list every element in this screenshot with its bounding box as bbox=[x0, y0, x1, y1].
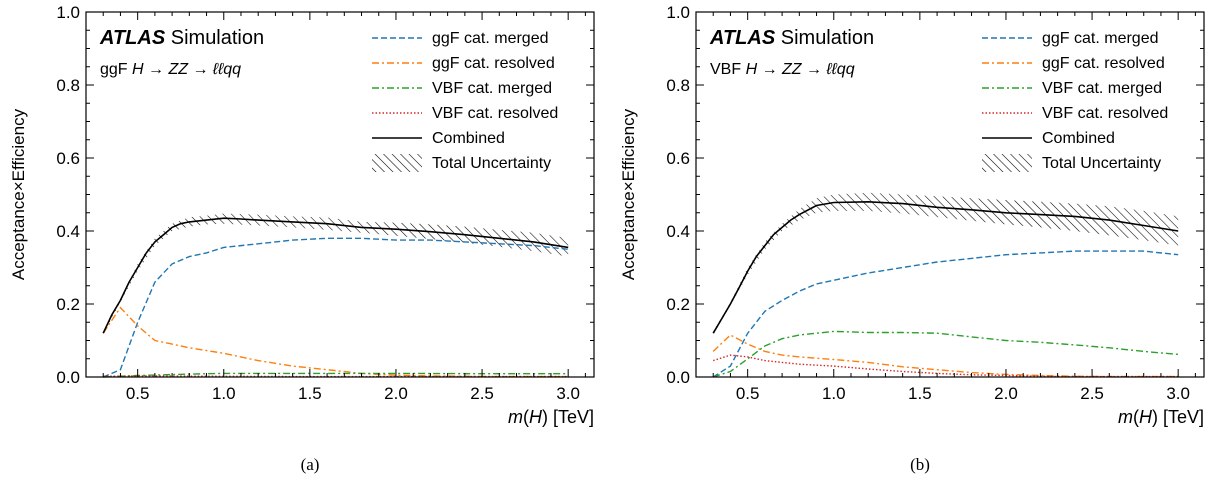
y-tick-label: 0.8 bbox=[56, 76, 80, 95]
x-axis-label-unit: ) [TeV] bbox=[542, 407, 594, 427]
x-axis-label-arg: H bbox=[1139, 407, 1153, 427]
x-tick-label: 2.5 bbox=[470, 384, 494, 403]
x-tick-label: 0.5 bbox=[126, 384, 150, 403]
x-axis-label-symbol: m bbox=[508, 407, 523, 427]
process-label: VBF H → ZZ → ℓℓqq bbox=[710, 61, 855, 78]
chart-a: 0.5 1.0 1.5 2.0 2.5 3.0 0.0 0.2 0.4 0.6 0.8 1.0 Acce… bbox=[9, 3, 595, 474]
atlas-label: ATLAS Simulation bbox=[99, 27, 264, 49]
atlas-experiment: ATLAS bbox=[99, 27, 166, 49]
legend-swatch-uncertainty bbox=[372, 154, 422, 172]
x-tick-label: 3.0 bbox=[1166, 384, 1190, 403]
y-tick-label: 1.0 bbox=[56, 3, 80, 22]
x-tick-label: 2.0 bbox=[994, 384, 1018, 403]
y-axis-label: Acceptance×Efficiency bbox=[619, 108, 638, 280]
y-tick-label: 0.2 bbox=[56, 295, 80, 314]
y-tick-label: 0.6 bbox=[56, 149, 80, 168]
process-label: ggF H → ZZ → ℓℓqq bbox=[100, 61, 241, 78]
chart-panel-a: 0.5 1.0 1.5 2.0 2.5 3.0 0.0 0.2 0.4 0.6 0.8 1.0 Acce… bbox=[0, 0, 608, 489]
panel-caption: (b) bbox=[910, 455, 930, 474]
uncertainty-band bbox=[103, 213, 569, 335]
legend-label: ggF cat. merged bbox=[432, 30, 549, 47]
legend-label: ggF cat. resolved bbox=[1042, 55, 1165, 72]
legend-label: ggF cat. merged bbox=[1042, 30, 1159, 47]
series-line-4 bbox=[102, 217, 569, 334]
x-axis-label-unit: ) [TeV] bbox=[1152, 407, 1204, 427]
legend-label: VBF cat. resolved bbox=[1042, 105, 1168, 122]
chart-b: 0.5 1.0 1.5 2.0 2.5 3.0 0.0 0.2 0.4 0.6 0.8 1.0 Acce… bbox=[619, 3, 1205, 474]
legend-label: VBF cat. merged bbox=[1042, 80, 1162, 97]
atlas-tag: Simulation bbox=[775, 27, 874, 49]
y-tick-label: 0.0 bbox=[56, 368, 80, 387]
series-line-0 bbox=[712, 250, 1179, 378]
x-tick-label: 1.0 bbox=[822, 384, 846, 403]
x-axis-label-arg: H bbox=[529, 407, 543, 427]
legend-label: Total Uncertainty bbox=[432, 155, 551, 172]
legend-swatch-uncertainty bbox=[982, 154, 1032, 172]
x-tick-label: 0.5 bbox=[736, 384, 760, 403]
y-tick-label: 0.6 bbox=[666, 149, 690, 168]
legend-label: VBF cat. merged bbox=[432, 80, 552, 97]
x-tick-label: 1.5 bbox=[908, 384, 932, 403]
x-tick-label: 3.0 bbox=[556, 384, 580, 403]
panel-caption: (a) bbox=[301, 455, 320, 474]
x-axis-label-open: ( bbox=[523, 407, 529, 427]
x-tick-label: 2.5 bbox=[1080, 384, 1104, 403]
y-axis-label: Acceptance×Efficiency bbox=[9, 108, 28, 280]
series-line-1 bbox=[102, 306, 569, 378]
x-tick-label: 1.0 bbox=[212, 384, 236, 403]
x-axis-label: m(H) [TeV] bbox=[508, 407, 594, 427]
y-tick-label: 0.0 bbox=[666, 368, 690, 387]
legend-label: VBF cat. resolved bbox=[432, 105, 558, 122]
legend-label: Combined bbox=[432, 130, 505, 147]
y-tick-label: 0.4 bbox=[56, 222, 80, 241]
legend-label: Combined bbox=[1042, 130, 1115, 147]
process-formula: H → ZZ → ℓℓqq bbox=[132, 61, 241, 78]
y-tick-label: 0.8 bbox=[666, 76, 690, 95]
series-line-3 bbox=[712, 354, 1179, 378]
uncertainty-band bbox=[713, 192, 1179, 335]
y-tick-label: 0.2 bbox=[666, 295, 690, 314]
y-tick-label: 0.4 bbox=[666, 222, 690, 241]
atlas-experiment: ATLAS bbox=[709, 27, 776, 49]
series-line-0 bbox=[102, 237, 569, 378]
series-line-1 bbox=[712, 334, 1179, 378]
x-tick-label: 1.5 bbox=[298, 384, 322, 403]
x-axis-label-symbol: m bbox=[1118, 407, 1133, 427]
x-axis-label: m(H) [TeV] bbox=[1118, 407, 1204, 427]
legend-label: ggF cat. resolved bbox=[432, 55, 555, 72]
series-line-4 bbox=[712, 200, 1179, 334]
y-tick-label: 1.0 bbox=[666, 3, 690, 22]
series-line-2 bbox=[103, 372, 569, 378]
atlas-label: ATLAS Simulation bbox=[709, 27, 874, 49]
chart-panel-b: 0.5 1.0 1.5 2.0 2.5 3.0 0.0 0.2 0.4 0.6 0.8 1.0 Acce… bbox=[610, 0, 1217, 489]
process-prefix: VBF bbox=[710, 61, 746, 78]
x-axis-label-open: ( bbox=[1133, 407, 1139, 427]
process-formula: H → ZZ → ℓℓqq bbox=[746, 61, 855, 78]
series-line-2 bbox=[712, 330, 1179, 378]
process-prefix: ggF bbox=[100, 61, 132, 78]
x-tick-label: 2.0 bbox=[384, 384, 408, 403]
atlas-tag: Simulation bbox=[165, 27, 264, 49]
legend-label: Total Uncertainty bbox=[1042, 155, 1161, 172]
